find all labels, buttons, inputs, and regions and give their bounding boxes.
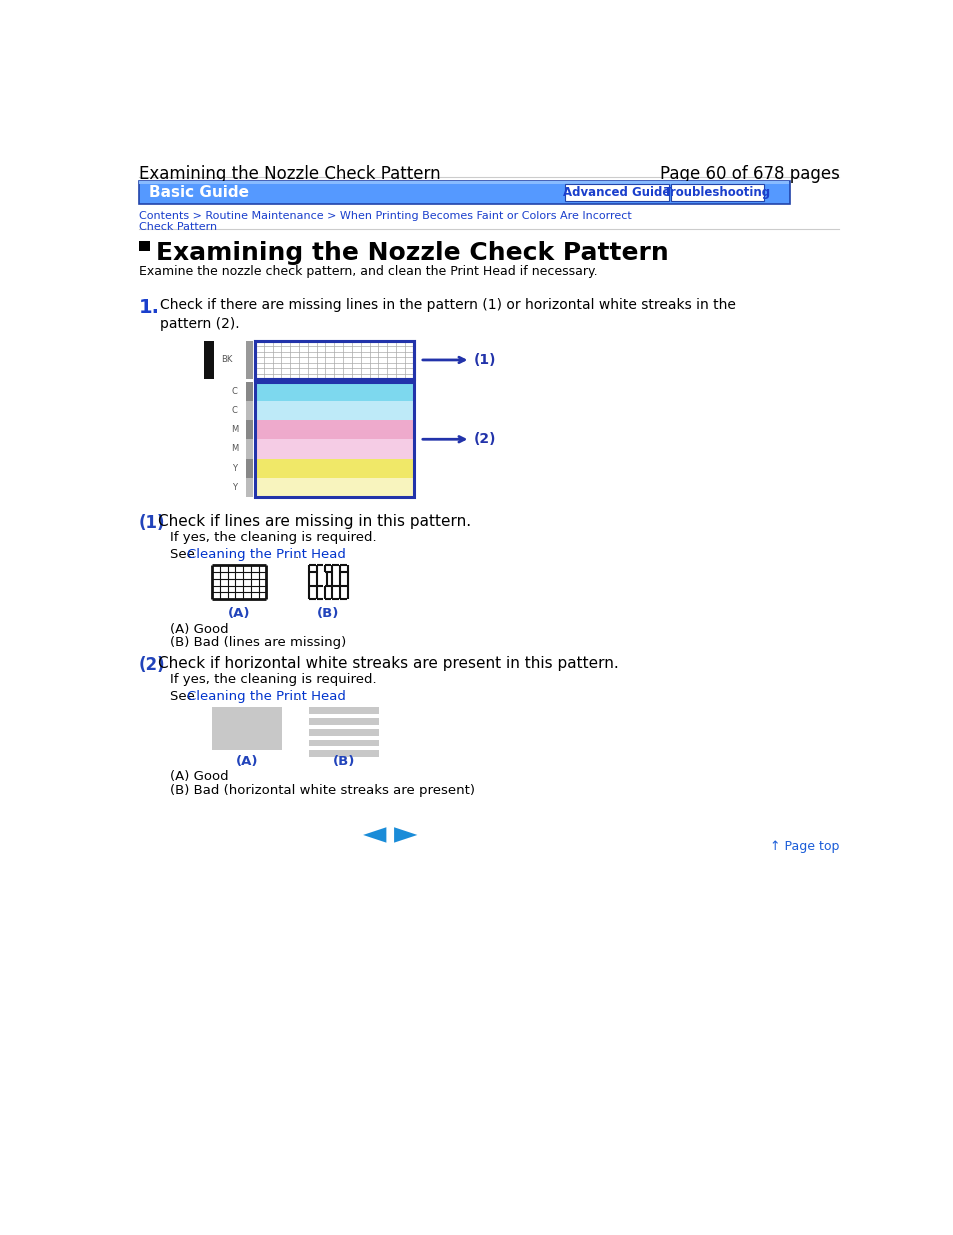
Bar [245,382,253,401]
Bar [309,751,378,757]
Bar [670,184,763,200]
Text: 1.: 1. [138,298,159,316]
Bar [254,382,414,496]
Text: Contents > Routine Maintenance > When Printing Becomes Faint or Colors Are Incor: Contents > Routine Maintenance > When Pr… [138,211,631,221]
Text: (A) Good: (A) Good [170,771,228,783]
Text: Basic Guide: Basic Guide [149,185,249,200]
Bar [212,708,282,750]
Text: (B) Bad (lines are missing): (B) Bad (lines are missing) [170,636,346,650]
Bar [309,718,378,725]
Bar [245,420,253,440]
Bar [254,382,414,401]
Text: If yes, the cleaning is required.: If yes, the cleaning is required. [170,673,375,687]
Text: Y: Y [232,463,236,473]
Bar [245,440,253,458]
Text: See: See [170,690,198,703]
Text: Check if lines are missing in this pattern.: Check if lines are missing in this patte… [158,514,471,529]
Bar [139,241,150,252]
Text: (A): (A) [235,755,258,768]
Text: .: . [294,690,298,703]
Bar [254,420,414,440]
Text: Check if horizontal white streaks are present in this pattern.: Check if horizontal white streaks are pr… [158,656,618,672]
Bar [254,420,264,440]
Bar [254,478,414,496]
Bar [245,341,253,379]
Text: Advanced Guide: Advanced Guide [563,185,670,199]
Bar [254,458,264,478]
Bar [309,729,378,736]
Text: Y: Y [232,483,236,492]
Bar [254,341,414,379]
Bar [139,180,788,184]
Text: (1): (1) [138,514,165,532]
Text: .: . [294,548,298,561]
Bar [245,478,253,496]
Text: (A): (A) [228,608,251,620]
Text: (A) Good: (A) Good [170,622,228,636]
Text: BK: BK [221,356,233,364]
Text: Examining the Nozzle Check Pattern: Examining the Nozzle Check Pattern [138,165,439,183]
Bar [245,458,253,478]
Text: M: M [232,445,238,453]
Bar [254,458,414,478]
Bar [309,740,378,746]
Bar [254,382,264,401]
Text: If yes, the cleaning is required.: If yes, the cleaning is required. [170,531,375,543]
Text: ↑ Page top: ↑ Page top [769,840,839,852]
Text: Check Pattern: Check Pattern [138,222,216,232]
Bar [254,478,264,496]
Text: (B) Bad (horizontal white streaks are present): (B) Bad (horizontal white streaks are pr… [170,784,475,798]
Bar [254,440,264,458]
Text: C: C [232,387,237,395]
Text: ►: ► [394,820,417,850]
Text: (1): (1) [473,353,496,367]
Text: Cleaning the Print Head: Cleaning the Print Head [187,690,346,703]
Text: Check if there are missing lines in the pattern (1) or horizontal white streaks : Check if there are missing lines in the … [159,298,735,331]
Bar [254,401,264,420]
Text: Examining the Nozzle Check Pattern: Examining the Nozzle Check Pattern [156,241,668,266]
Text: M: M [232,425,238,435]
Bar [204,341,213,379]
Text: (B): (B) [333,755,355,768]
Text: C: C [232,406,237,415]
Text: Page 60 of 678 pages: Page 60 of 678 pages [659,165,840,183]
Text: Examine the nozzle check pattern, and clean the Print Head if necessary.: Examine the nozzle check pattern, and cl… [139,266,598,278]
Text: (2): (2) [138,656,165,674]
Bar [254,440,414,458]
Text: (B): (B) [317,608,339,620]
Text: See: See [170,548,198,561]
Text: Troubleshooting: Troubleshooting [663,185,770,199]
Bar [254,401,414,420]
Text: ◄: ◄ [363,820,386,850]
Bar [254,341,414,379]
Text: Cleaning the Print Head: Cleaning the Print Head [187,548,346,561]
Bar [309,708,378,714]
Text: (2): (2) [473,432,496,446]
Bar [138,180,789,204]
Bar [564,184,669,200]
Bar [245,401,253,420]
